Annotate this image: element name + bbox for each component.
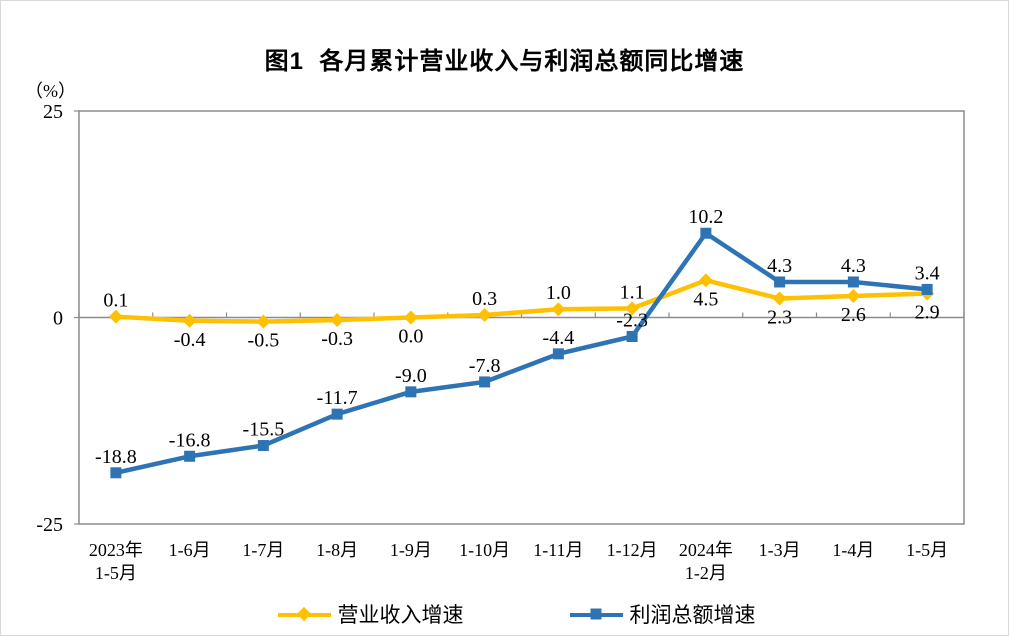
x-axis-label: 2023年: [89, 540, 143, 560]
series-0-data-label: 2.6: [841, 304, 866, 326]
legend-label-revenue: 营业收入增速: [337, 603, 464, 627]
series-1-data-label: -11.7: [317, 387, 358, 409]
series-0-marker: [698, 273, 713, 288]
series-0-marker: [625, 301, 640, 316]
series-1-marker: [184, 450, 196, 462]
series-0-data-label: 0.1: [103, 290, 128, 312]
x-axis-label: 1-5月: [906, 540, 948, 560]
series-1-marker: [405, 386, 417, 398]
legend: 营业收入增速 利润总额增速: [13, 599, 1008, 629]
diamond-marker-icon: [296, 606, 312, 622]
series-0-marker: [772, 291, 787, 306]
series-0-marker: [108, 309, 123, 324]
x-axis-label: 1-4月: [832, 540, 874, 560]
series-1-data-label: -4.4: [543, 327, 575, 349]
series-1-marker: [921, 283, 933, 295]
series-1-marker: [774, 276, 786, 288]
series-0-marker: [551, 302, 566, 317]
series-1-data-label: 3.4: [915, 262, 940, 284]
x-axis-label: 1-12月: [607, 540, 658, 560]
y-axis-unit-label: （%）: [25, 81, 76, 101]
square-marker-icon: [590, 608, 602, 620]
x-axis-label: 1-9月: [390, 540, 432, 560]
y-axis-tick-label: 25: [43, 101, 63, 123]
series-1-marker: [626, 330, 638, 342]
series-1-data-label: 4.3: [841, 255, 866, 277]
series-0-marker: [330, 312, 345, 327]
x-axis-label: 1-11月: [533, 540, 583, 560]
y-axis-tick-label: 0: [53, 308, 63, 330]
series-1-data-label: -16.8: [169, 429, 211, 451]
series-1-data-label: 10.2: [688, 206, 723, 228]
series-1-line: [113, 230, 930, 476]
y-axis-tick-label: -25: [36, 514, 63, 536]
x-axis-label: 1-7月: [242, 540, 284, 560]
series-1-data-label: -15.5: [243, 419, 285, 441]
series-0-line: [113, 278, 930, 324]
series-1-data-label: -18.8: [95, 446, 137, 468]
series-0-data-label: 2.3: [767, 307, 792, 329]
series-0-data-label: -0.4: [174, 329, 206, 351]
series-0-marker: [256, 314, 271, 329]
series-1-marker: [110, 467, 122, 479]
series-1-marker: [700, 227, 712, 239]
series-0-data-label: -0.5: [248, 330, 280, 352]
series-0-data-label: 2.9: [915, 302, 940, 324]
legend-item-profit: 利润总额增速: [569, 599, 756, 629]
x-axis-label: 1-3月: [759, 540, 801, 560]
series-1-marker: [331, 408, 343, 420]
x-axis-label: 1-8月: [316, 540, 358, 560]
series-0-data-label: 1.0: [546, 282, 571, 304]
series-0-marker: [477, 308, 492, 323]
chart-title: 图1 各月累计营业收入与利润总额同比增速: [264, 48, 745, 75]
series-0-data-label: 1.1: [620, 281, 645, 303]
legend-label-profit: 利润总额增速: [629, 603, 756, 627]
series-0-data-label: 0.3: [472, 288, 497, 310]
series-1-data-label: -9.0: [395, 365, 427, 387]
legend-item-revenue: 营业收入增速: [277, 599, 464, 629]
series-1-data-label: -2.3: [616, 309, 648, 331]
x-axis-label: 2024年: [679, 540, 733, 560]
series-0-data-label: 4.5: [693, 288, 718, 310]
series-0-marker: [846, 289, 861, 304]
series-0-data-label: 0.0: [398, 326, 423, 348]
series-1-data-label: -7.8: [469, 355, 501, 377]
series-0-marker: [403, 310, 418, 325]
series-0-marker: [182, 313, 197, 328]
series-1-marker: [257, 440, 269, 452]
series-1-data-label: 4.3: [767, 255, 792, 277]
series-1-marker: [479, 376, 491, 388]
x-axis-label: 1-5月: [95, 563, 137, 583]
profit-series-swatch: [569, 607, 623, 622]
x-axis-label: 1-10月: [459, 540, 510, 560]
revenue-series-swatch: [277, 606, 331, 622]
series-0-data-label: -0.3: [321, 328, 353, 350]
series-1-marker: [847, 276, 859, 288]
x-axis-label: 1-6月: [169, 540, 211, 560]
x-axis-label: 1-2月: [685, 563, 727, 583]
series-1-marker: [552, 348, 564, 360]
